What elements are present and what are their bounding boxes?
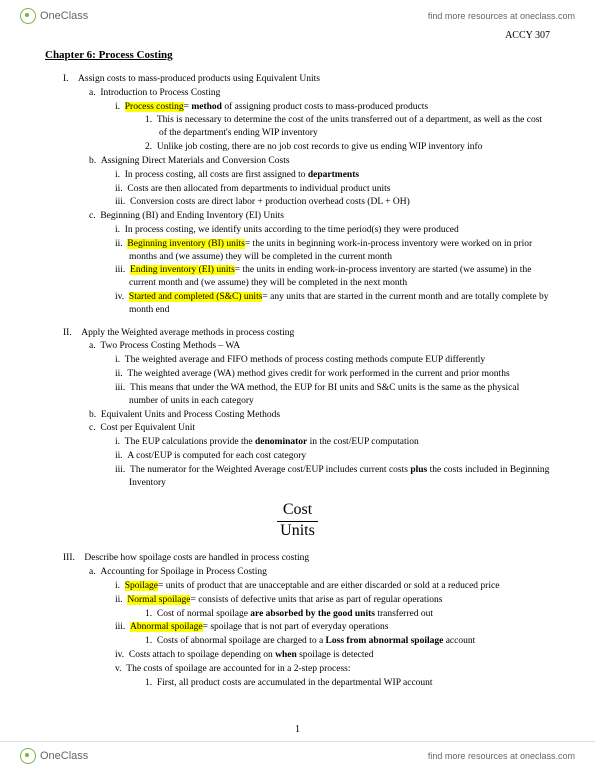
s1cii: ii. Beginning inventory (BI) units= the … bbox=[115, 238, 550, 264]
s3av1: 1. First, all product costs are accumula… bbox=[145, 677, 550, 690]
s2ci: i. The EUP calculations provide the deno… bbox=[115, 436, 550, 449]
s3aii1: 1. Cost of normal spoilage are absorbed … bbox=[145, 608, 550, 621]
chapter-title: Chapter 6: Process Costing bbox=[45, 49, 550, 61]
page-header: OneClass find more resources at oneclass… bbox=[0, 0, 595, 28]
logo-icon bbox=[20, 8, 36, 24]
s1civ: iv. Started and completed (S&C) units= a… bbox=[115, 291, 550, 317]
s1ci: i. In process costing, we identify units… bbox=[115, 224, 550, 237]
page-number: 1 bbox=[0, 724, 595, 741]
footer-logo: OneClass bbox=[20, 748, 88, 764]
footer-link[interactable]: find more resources at oneclass.com bbox=[428, 751, 575, 761]
footer-bar: OneClass find more resources at oneclass… bbox=[0, 741, 595, 770]
s1bii: ii. Costs are then allocated from depart… bbox=[115, 183, 550, 196]
s3aii: ii. Normal spoilage= consists of defecti… bbox=[115, 594, 550, 607]
footer-logo-icon bbox=[20, 748, 36, 764]
document-content: Chapter 6: Process Costing I. Assign cos… bbox=[0, 41, 595, 710]
course-code: ACCY 307 bbox=[0, 28, 595, 41]
s1c: c. Beginning (BI) and Ending Inventory (… bbox=[89, 210, 550, 223]
s3-title: III. Describe how spoilage costs are han… bbox=[63, 552, 550, 565]
logo: OneClass bbox=[20, 8, 88, 24]
s3a: a. Accounting for Spoilage in Process Co… bbox=[89, 566, 550, 579]
s2a: a. Two Process Costing Methods – WA bbox=[89, 340, 550, 353]
s2-title: II. Apply the Weighted average methods i… bbox=[63, 327, 550, 340]
s1ai1: 1. This is necessary to determine the co… bbox=[145, 114, 550, 140]
header-link[interactable]: find more resources at oneclass.com bbox=[428, 11, 575, 21]
formula-denominator: Units bbox=[45, 522, 550, 540]
s1ai: i. Process costing= method of assigning … bbox=[115, 101, 550, 114]
s2aiii: iii. This means that under the WA method… bbox=[115, 382, 550, 408]
s2ciii: iii. The numerator for the Weighted Aver… bbox=[115, 464, 550, 490]
s2c: c. Cost per Equivalent Unit bbox=[89, 422, 550, 435]
s1-title: I. Assign costs to mass-produced product… bbox=[63, 73, 550, 86]
s1b: b. Assigning Direct Materials and Conver… bbox=[89, 155, 550, 168]
section-1: I. Assign costs to mass-produced product… bbox=[45, 73, 550, 317]
s2ai: i. The weighted average and FIFO methods… bbox=[115, 354, 550, 367]
section-3: III. Describe how spoilage costs are han… bbox=[45, 552, 550, 689]
s1biii: iii. Conversion costs are direct labor +… bbox=[115, 196, 550, 209]
s1a: a. Introduction to Process Costing bbox=[89, 87, 550, 100]
s1ciii: iii. Ending inventory (EI) units= the un… bbox=[115, 264, 550, 290]
cost-formula: Cost Units bbox=[45, 501, 550, 540]
s2cii: ii. A cost/EUP is computed for each cost… bbox=[115, 450, 550, 463]
s3aiii1: 1. Costs of abnormal spoilage are charge… bbox=[145, 635, 550, 648]
s3av: v. The costs of spoilage are accounted f… bbox=[115, 663, 550, 676]
formula-numerator: Cost bbox=[277, 501, 318, 522]
s3ai: i. Spoilage= units of product that are u… bbox=[115, 580, 550, 593]
logo-text: OneClass bbox=[40, 10, 88, 22]
s2b: b. Equivalent Units and Process Costing … bbox=[89, 409, 550, 422]
s1bi: i. In process costing, all costs are fir… bbox=[115, 169, 550, 182]
s3aiii: iii. Abnormal spoilage= spoilage that is… bbox=[115, 621, 550, 634]
s3aiv: iv. Costs attach to spoilage depending o… bbox=[115, 649, 550, 662]
page-footer: 1 OneClass find more resources at onecla… bbox=[0, 724, 595, 770]
section-2: II. Apply the Weighted average methods i… bbox=[45, 327, 550, 490]
footer-logo-text: OneClass bbox=[40, 750, 88, 762]
s1ai2: 2. Unlike job costing, there are no job … bbox=[145, 141, 550, 154]
s2aii: ii. The weighted average (WA) method giv… bbox=[115, 368, 550, 381]
